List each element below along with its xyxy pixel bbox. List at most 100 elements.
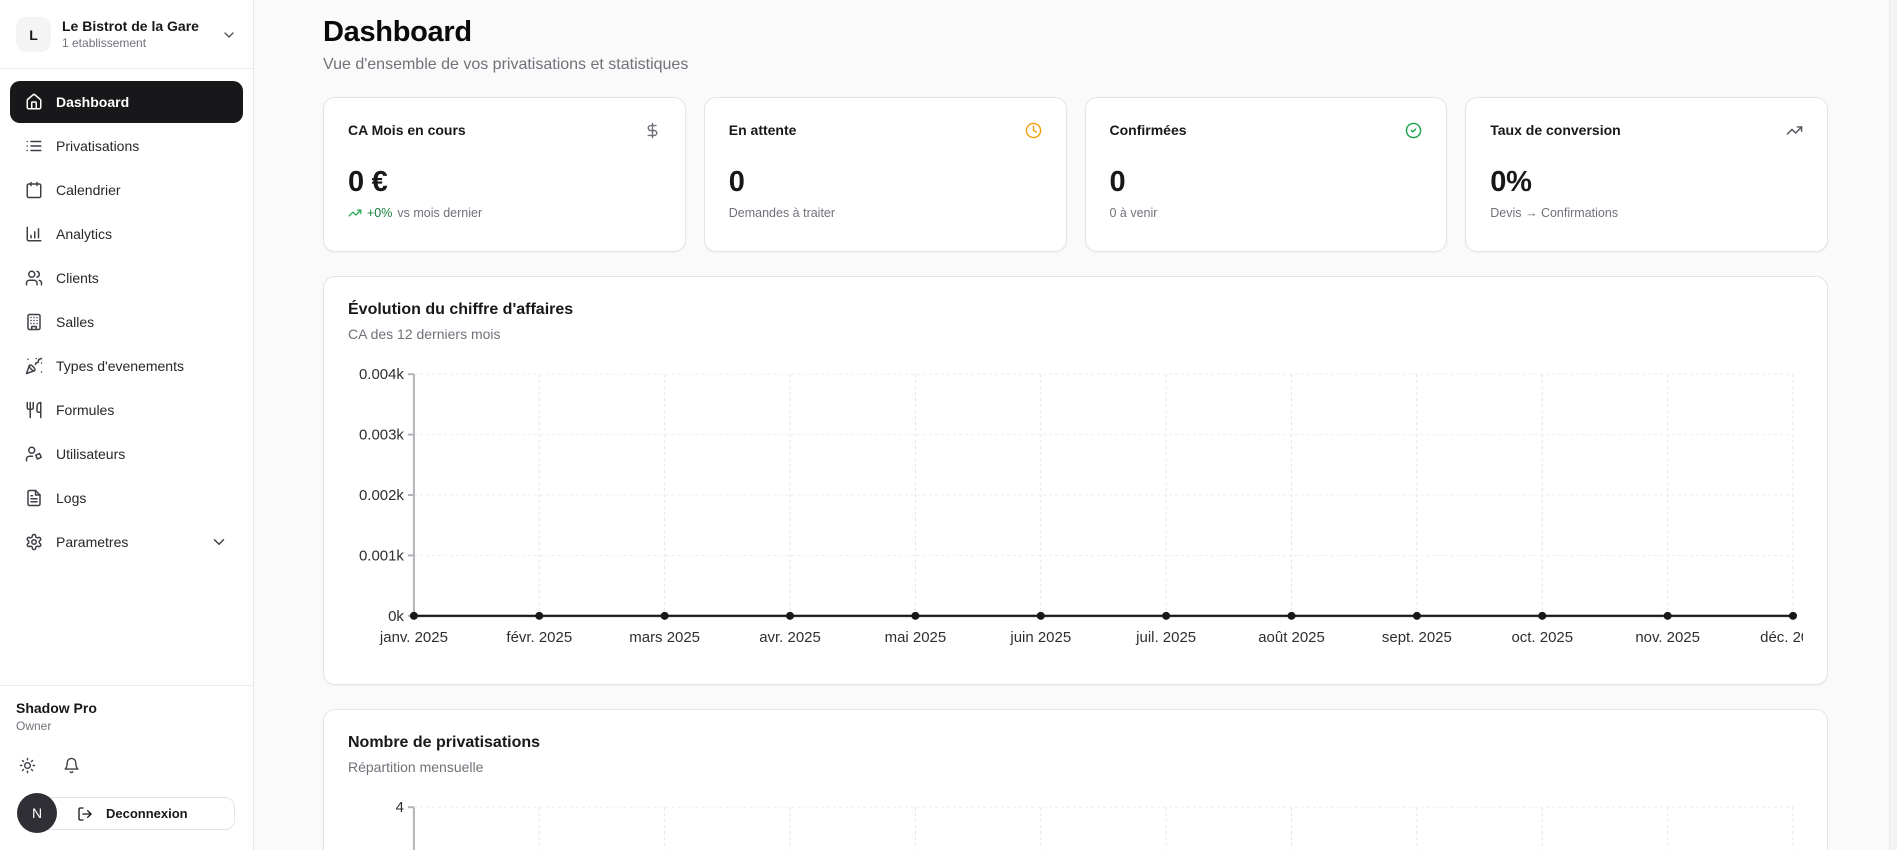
svg-text:0.004k: 0.004k [359,366,404,383]
trending-up-icon [1786,126,1803,135]
svg-text:août 2025: août 2025 [1258,629,1325,646]
svg-text:oct. 2025: oct. 2025 [1511,629,1573,646]
trend-percent: +0% [367,206,393,220]
sidebar-item-label: Analytics [56,226,113,242]
sidebar: L Le Bistrot de la Gare 1 etablissement … [0,0,254,850]
svg-text:mars 2025: mars 2025 [629,629,700,646]
home-icon [26,93,42,110]
logout-button[interactable]: Deconnexion [24,797,235,830]
svg-text:0.003k: 0.003k [359,427,404,444]
sidebar-item-privatisations[interactable]: Privatisations [10,125,243,167]
trending-up-icon [348,209,362,217]
stat-title: Confirmées [1109,122,1187,138]
org-name: Le Bistrot de la Gare [62,18,199,35]
sidebar-item-formules[interactable]: Formules [10,389,243,431]
stat-title: En attente [728,122,797,138]
avatar[interactable]: N [17,793,57,833]
svg-text:0.002k: 0.002k [359,487,404,504]
sidebar-item-label: Privatisations [56,138,140,154]
revenue-line-chart: 0k 0.001k 0.002k 0.003k 0.004k janv. 2025 févr… [359,366,1803,646]
org-switcher[interactable]: L Le Bistrot de la Gare 1 etablissement [0,0,253,68]
sidebar-item-salles[interactable]: Salles [10,301,243,343]
building-icon [27,313,41,331]
circle-check-icon [1405,122,1422,139]
sidebar-item-label: Logs [56,490,87,506]
org-avatar: L [16,17,51,52]
sidebar-item-utilisateurs[interactable]: Utilisateurs [10,433,243,475]
plan-name: Shadow Pro [16,700,97,716]
sidebar-item-label: Dashboard [56,94,130,110]
chevron-down-icon [221,27,237,43]
stat-caption: Devis → Confirmations [1490,206,1619,220]
main-content: Dashboard Vue d'ensemble de vos privatis… [254,0,1897,850]
stat-value: 0 [1109,166,1126,198]
sidebar-item-label: Salles [56,314,95,330]
log-out-icon [78,806,92,821]
gear-icon [26,533,42,551]
sidebar-item-calendrier[interactable]: Calendrier [10,169,243,211]
bell-icon[interactable] [63,757,80,774]
page-title: Dashboard [323,16,472,48]
clock-icon [1025,122,1041,139]
sidebar-nav: Dashboard Privatisations Calendrier Anal… [0,69,253,685]
sidebar-item-analytics[interactable]: Analytics [10,213,243,255]
sidebar-footer: Shadow Pro Owner N Deconnexion [0,685,253,850]
scrollbar[interactable] [1889,0,1897,850]
chart-subtitle: Répartition mensuelle [348,759,484,775]
footer-icon-row [16,757,237,774]
page-subtitle: Vue d'ensemble de vos privatisations et … [323,56,689,73]
sidebar-item-dashboard[interactable]: Dashboard [10,81,243,123]
svg-text:févr. 2025: févr. 2025 [506,629,572,646]
sidebar-item-types-evenements[interactable]: Types d'evenements [10,345,243,387]
stat-caption: 0 à venir [1109,206,1158,220]
sidebar-item-label: Parametres [56,534,129,550]
stat-card-confirmees: Confirmées 0 0 à venir [1084,97,1448,252]
sidebar-item-label: Utilisateurs [56,446,126,462]
user-cog-icon [25,446,43,462]
sidebar-item-label: Types d'evenements [56,358,184,374]
stat-caption: Demandes à traiter [728,206,836,220]
stat-value: 0 [728,166,745,198]
sidebar-item-logs[interactable]: Logs [10,477,243,519]
file-text-icon [27,489,41,507]
list-icon [26,140,42,152]
stat-value: 0% [1490,166,1532,198]
svg-text:0k: 0k [388,608,404,625]
calendar-icon [26,181,42,199]
sidebar-item-label: Clients [56,270,99,286]
logout-label: Deconnexion [106,806,188,821]
stat-cards-row: CA Mois en cours 0 € +0% vs mois dernier… [323,97,1828,252]
sun-icon[interactable] [19,757,36,774]
divider [0,68,253,69]
logout-row: N Deconnexion [16,792,237,834]
chart-subtitle: CA des 12 derniers mois [348,326,501,342]
privatisations-chart-card: Nombre de privatisations Répartition men… [323,709,1828,850]
stat-title: Taux de conversion [1490,122,1621,138]
svg-text:mai 2025: mai 2025 [885,629,947,646]
sidebar-item-parametres[interactable]: Parametres [10,521,243,563]
svg-text:4: 4 [396,799,404,816]
svg-text:avr. 2025: avr. 2025 [759,629,821,646]
svg-text:sept. 2025: sept. 2025 [1382,629,1452,646]
svg-text:juil. 2025: juil. 2025 [1135,629,1196,646]
sidebar-item-label: Formules [56,402,115,418]
org-subtitle: 1 etablissement [62,36,147,51]
org-info: Le Bistrot de la Gare 1 etablissement [62,18,199,51]
chart-title: Évolution du chiffre d'affaires [348,301,574,318]
stat-title: CA Mois en cours [348,122,466,138]
svg-text:déc. 2025: déc. 2025 [1760,629,1803,646]
utensils-icon [26,401,42,419]
stat-card-en-attente: En attente 0 Demandes à traiter [703,97,1067,252]
trend-caption: vs mois dernier [397,206,483,220]
svg-text:nov. 2025: nov. 2025 [1635,629,1700,646]
sidebar-item-clients[interactable]: Clients [10,257,243,299]
user-role: Owner [16,719,52,733]
svg-text:juin 2025: juin 2025 [1009,629,1071,646]
svg-text:0.001k: 0.001k [359,547,404,564]
sidebar-item-label: Calendrier [56,182,121,198]
users-icon [25,270,43,286]
revenue-chart-card: Évolution du chiffre d'affaires CA des 1… [323,276,1828,685]
chart-title: Nombre de privatisations [348,734,541,751]
